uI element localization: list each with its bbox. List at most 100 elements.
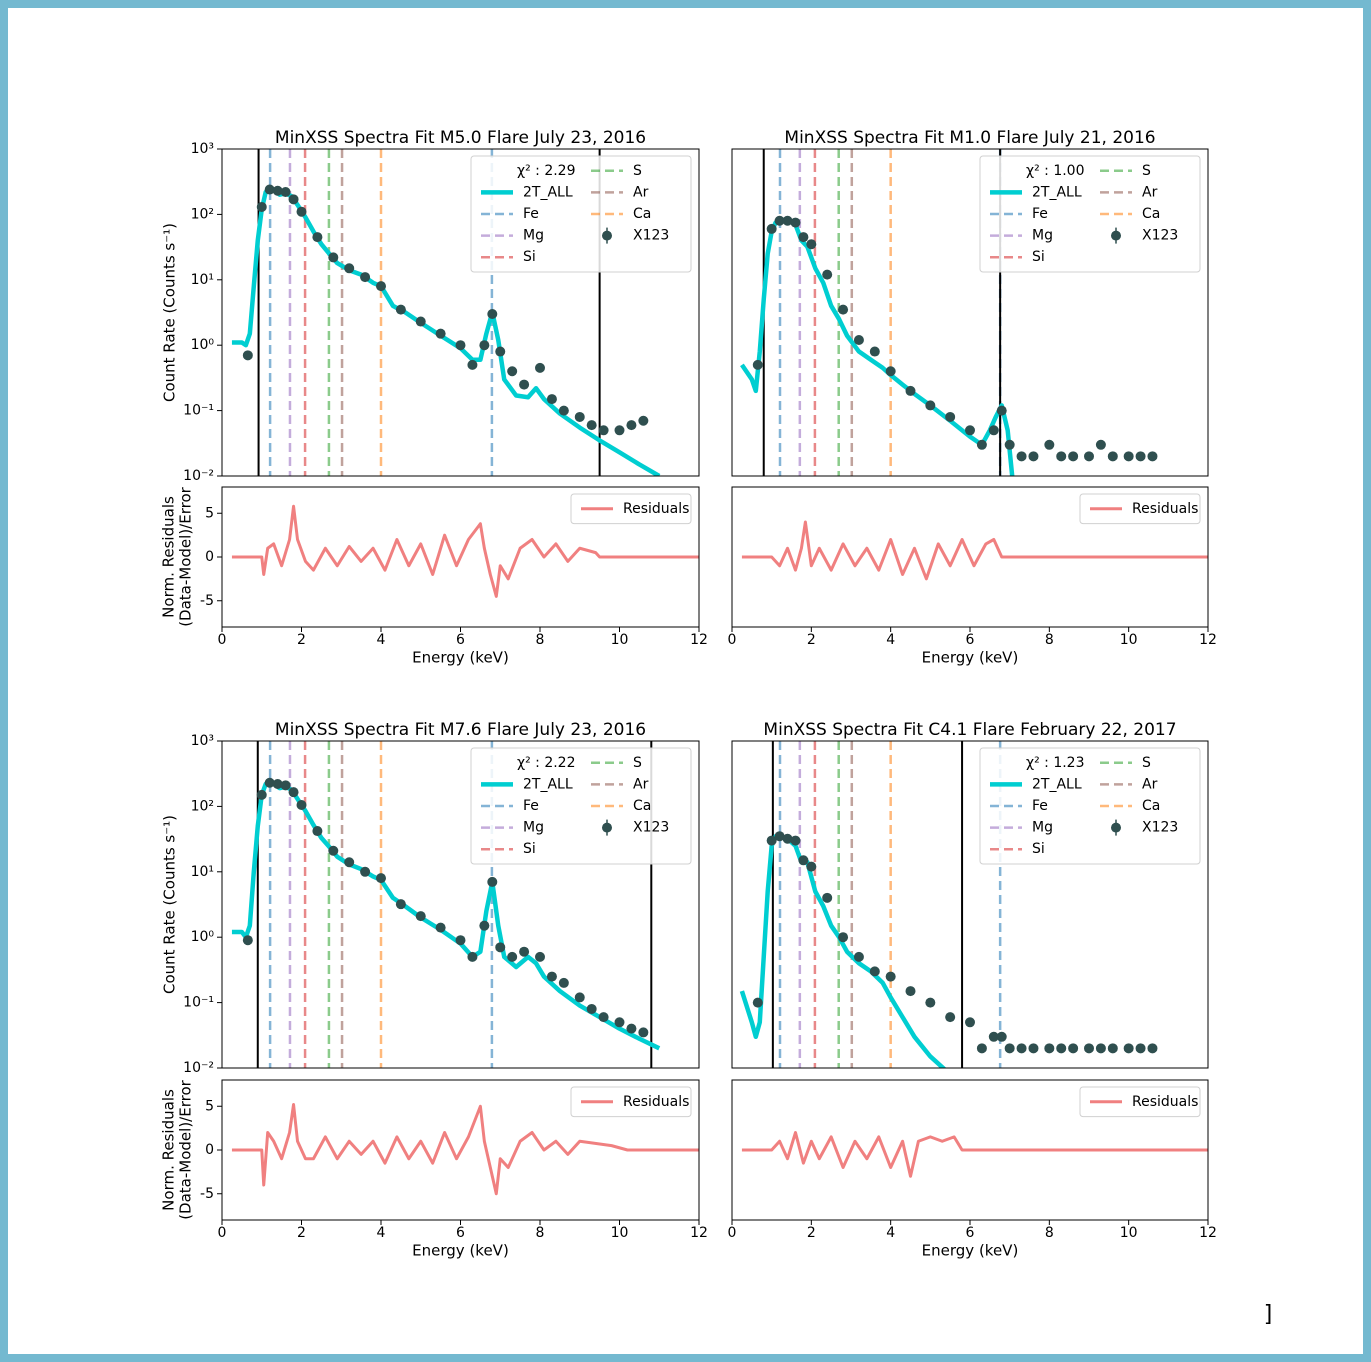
data-point	[790, 835, 801, 846]
data-point	[782, 833, 793, 844]
data-point	[1028, 1043, 1039, 1054]
chart-title: MinXSS Spectra Fit C4.1 Flare February 2…	[763, 720, 1176, 740]
x-tick-label: 10	[611, 1225, 629, 1241]
data-point	[598, 1012, 609, 1023]
x-tick-label: 4	[377, 632, 386, 648]
data-point	[1095, 1043, 1106, 1054]
legend-label: Ca	[633, 206, 651, 222]
x-tick-label: 12	[690, 632, 708, 648]
data-point	[598, 425, 609, 436]
legend-box	[979, 747, 1201, 865]
data-point	[495, 346, 506, 357]
data-point	[806, 239, 817, 250]
legend-box	[979, 155, 1201, 273]
data-point	[535, 362, 545, 373]
plot-area	[231, 504, 699, 598]
data-point	[766, 223, 777, 234]
data-point	[925, 997, 936, 1008]
x-tick-label: 8	[536, 1225, 545, 1241]
data-point	[976, 1043, 987, 1054]
data-point	[838, 304, 849, 315]
legend-box	[470, 747, 692, 865]
x-tick-label: 4	[886, 1225, 895, 1241]
legend-label: Residuals	[1132, 1094, 1198, 1110]
data-point	[1068, 1043, 1079, 1054]
data-point	[328, 845, 339, 856]
plot-area	[741, 1131, 1208, 1178]
data-point	[976, 439, 987, 450]
x-tick-label: 2	[807, 1225, 816, 1241]
data-point	[1147, 1043, 1158, 1054]
data-point	[507, 951, 518, 962]
data-point	[395, 899, 406, 910]
data-point	[1084, 451, 1094, 462]
data-point	[1028, 451, 1039, 462]
data-point	[798, 232, 809, 243]
y-axis-label: Norm. Residuals	[160, 496, 178, 618]
data-point	[1016, 1043, 1027, 1054]
x-tick-label: 6	[966, 1225, 975, 1241]
x-tick-label: 4	[377, 1225, 386, 1241]
data-point	[774, 831, 785, 842]
data-point	[546, 971, 557, 982]
plot-area	[739, 741, 1158, 1068]
data-point	[1135, 1043, 1146, 1054]
y-tick-label: 10³	[191, 733, 214, 749]
legend-box	[1079, 1086, 1201, 1118]
axes-frame	[731, 148, 1209, 477]
legend-label: X123	[633, 820, 669, 836]
data-point	[558, 977, 569, 988]
data-point	[272, 185, 283, 196]
chart-title: MinXSS Spectra Fit M5.0 Flare July 23, 2…	[275, 128, 646, 148]
data-point	[885, 366, 896, 377]
legend-label: Ar	[633, 776, 649, 792]
data-point	[519, 379, 530, 390]
y-tick-label: 10¹	[191, 864, 214, 880]
data-point	[1147, 451, 1158, 462]
data-point	[774, 215, 785, 226]
data-point	[1123, 1043, 1134, 1054]
data-point	[869, 346, 880, 357]
data-point	[822, 269, 833, 280]
legend-label: 2T_ALL	[523, 184, 573, 200]
data-point	[782, 215, 793, 226]
legend-swatch	[602, 230, 612, 241]
data-point	[1095, 439, 1106, 450]
x-tick-label: 8	[536, 632, 545, 648]
legend-label: Residuals	[1132, 501, 1198, 517]
data-point	[790, 217, 801, 228]
data-point	[455, 340, 466, 351]
y-tick-label: 0	[205, 1142, 214, 1158]
data-point	[822, 892, 833, 903]
legend-label: Residuals	[623, 501, 689, 517]
legend-label: Mg	[523, 228, 544, 244]
x-axis-label: Energy (keV)	[412, 1242, 509, 1260]
data-point	[1004, 1043, 1015, 1054]
data-point	[752, 997, 763, 1008]
data-point	[996, 405, 1007, 416]
legend-label: Fe	[1032, 798, 1048, 814]
data-point	[1044, 439, 1055, 450]
x-tick-label: 6	[966, 632, 975, 648]
series-line	[741, 520, 1208, 581]
legend-label: X123	[1142, 820, 1178, 836]
y-tick-label: 5	[205, 505, 214, 521]
x-tick-label: 0	[218, 1225, 227, 1241]
legend-label: Fe	[523, 798, 539, 814]
legend-label: S	[1142, 163, 1151, 179]
data-point	[487, 876, 498, 887]
x-tick-label: 12	[1199, 632, 1217, 648]
legend-box	[470, 155, 692, 273]
data-point	[535, 951, 545, 962]
data-point	[1123, 451, 1134, 462]
data-point	[1016, 451, 1027, 462]
x-tick-label: 8	[1045, 632, 1054, 648]
data-point	[626, 1023, 637, 1034]
y-axis-label: Norm. Residuals	[160, 1089, 178, 1211]
legend-label: S	[633, 163, 642, 179]
legend-label: S	[633, 755, 642, 771]
data-point	[965, 1017, 975, 1028]
data-point	[905, 385, 916, 396]
legend-swatch	[1111, 230, 1121, 241]
x-tick-label: 6	[456, 632, 465, 648]
